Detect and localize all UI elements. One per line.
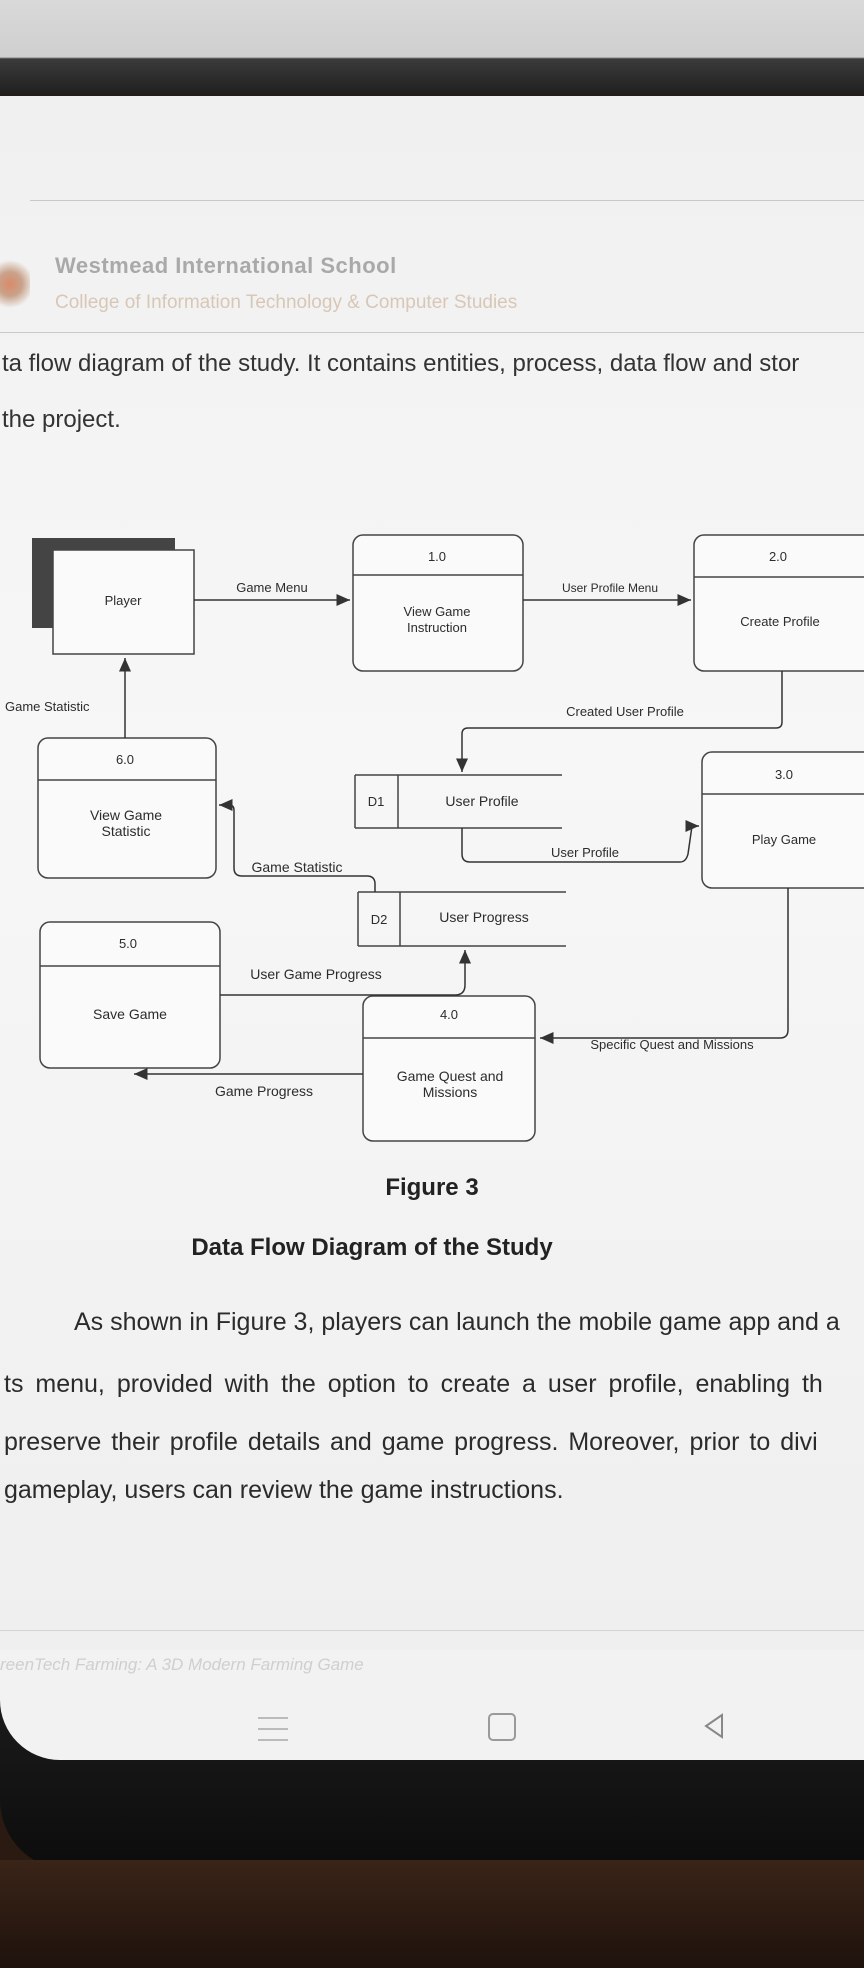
menu-icon[interactable] bbox=[258, 1717, 288, 1743]
flow-created-user-profile-label: Created User Profile bbox=[566, 704, 684, 719]
datastore-d2-id: D2 bbox=[371, 912, 388, 927]
process-3-number: 3.0 bbox=[775, 767, 793, 782]
flow-game-statistic-from-store: Game Statistic bbox=[219, 799, 376, 892]
process-5: 5.0 Save Game bbox=[39, 921, 221, 1069]
process-5-number: 5.0 bbox=[119, 936, 137, 951]
body-line-4: gameplay, users can review the game inst… bbox=[4, 1476, 564, 1504]
process-6-name-a: View Game bbox=[90, 807, 162, 823]
entity-player: Player bbox=[32, 538, 195, 655]
back-icon[interactable] bbox=[700, 1711, 730, 1741]
process-1: 1.0 View Game Instruction bbox=[352, 534, 524, 672]
body-line-3: preserve their profile details and game … bbox=[4, 1428, 818, 1456]
process-6-number: 6.0 bbox=[116, 752, 134, 767]
page-bottom bbox=[0, 1650, 864, 1760]
datastore-d1-id: D1 bbox=[368, 794, 385, 809]
flow-user-profile: User Profile bbox=[461, 820, 699, 863]
flow-user-game-progress-label: User Game Progress bbox=[250, 966, 381, 982]
process-5-name: Save Game bbox=[93, 1006, 167, 1022]
flow-game-progress: Game Progress bbox=[134, 1068, 363, 1099]
process-3: 3.0 Play Game bbox=[701, 751, 864, 889]
home-icon[interactable] bbox=[488, 1713, 516, 1741]
flow-game-menu-label: Game Menu bbox=[236, 580, 308, 595]
datastore-d1-name: User Profile bbox=[445, 793, 518, 809]
navigation-bar bbox=[0, 1695, 864, 1775]
process-6-name-b: Statistic bbox=[101, 823, 150, 839]
process-4-name-b: Missions bbox=[423, 1084, 477, 1100]
body-line-2: ts menu, provided with the option to cre… bbox=[4, 1370, 823, 1398]
footer-rule bbox=[0, 1630, 864, 1631]
process-2-number: 2.0 bbox=[769, 549, 787, 564]
datastore-d1: D1 User Profile bbox=[354, 774, 562, 829]
process-2-name: Create Profile bbox=[740, 614, 819, 629]
process-4-name-a: Game Quest and bbox=[397, 1068, 504, 1084]
body-line-1: As shown in Figure 3, players can launch… bbox=[74, 1308, 840, 1336]
top-edge bbox=[0, 0, 864, 95]
table-surface bbox=[0, 1860, 864, 1968]
flow-game-menu: Game Menu bbox=[194, 580, 350, 606]
process-6: 6.0 View Game Statistic bbox=[37, 737, 217, 879]
figure-caption: Data Flow Diagram of the Study bbox=[191, 1234, 553, 1261]
flow-specific-quest-label: Specific Quest and Missions bbox=[590, 1037, 754, 1052]
process-2: 2.0 Create Profile bbox=[693, 534, 864, 672]
flow-game-statistic-to-player: Game Statistic bbox=[5, 658, 131, 738]
flow-created-user-profile: Created User Profile bbox=[456, 671, 783, 772]
datastore-d2-name: User Progress bbox=[439, 909, 528, 925]
flow-user-profile-label: User Profile bbox=[551, 845, 619, 860]
datastore-d2: D2 User Progress bbox=[357, 891, 566, 947]
school-name: Westmead International School bbox=[55, 253, 397, 278]
flow-game-statistic-player-label: Game Statistic bbox=[5, 699, 90, 714]
data-flow-diagram: Player 1.0 View Game Instruction 2.0 Cre… bbox=[5, 534, 864, 1142]
header-bottom-rule bbox=[0, 332, 864, 333]
flow-user-profile-menu: User Profile Menu bbox=[523, 581, 691, 606]
document-page: Westmead International School College of… bbox=[0, 96, 864, 1741]
intro-line-1: ta flow diagram of the study. It contain… bbox=[2, 350, 800, 377]
footer-text: reenTech Farming: A 3D Modern Farming Ga… bbox=[0, 1655, 364, 1674]
header-top-rule bbox=[30, 200, 864, 201]
entity-player-label: Player bbox=[105, 593, 143, 608]
flow-user-profile-menu-label: User Profile Menu bbox=[562, 581, 658, 595]
flow-game-progress-label: Game Progress bbox=[215, 1083, 313, 1099]
process-1-name-a: View Game bbox=[404, 604, 471, 619]
flow-specific-quest: Specific Quest and Missions bbox=[540, 888, 789, 1052]
intro-line-2: the project. bbox=[2, 406, 121, 433]
process-4-number: 4.0 bbox=[440, 1007, 458, 1022]
flow-user-game-progress: User Game Progress bbox=[220, 950, 471, 996]
school-logo bbox=[0, 254, 30, 314]
college-name: College of Information Technology & Comp… bbox=[55, 292, 518, 313]
process-1-name-b: Instruction bbox=[407, 620, 467, 635]
figure-label: Figure 3 bbox=[385, 1174, 479, 1201]
process-4: 4.0 Game Quest and Missions bbox=[362, 995, 536, 1142]
process-3-name: Play Game bbox=[752, 832, 816, 847]
process-1-number: 1.0 bbox=[428, 549, 446, 564]
flow-game-statistic-store-label: Game Statistic bbox=[251, 859, 342, 875]
